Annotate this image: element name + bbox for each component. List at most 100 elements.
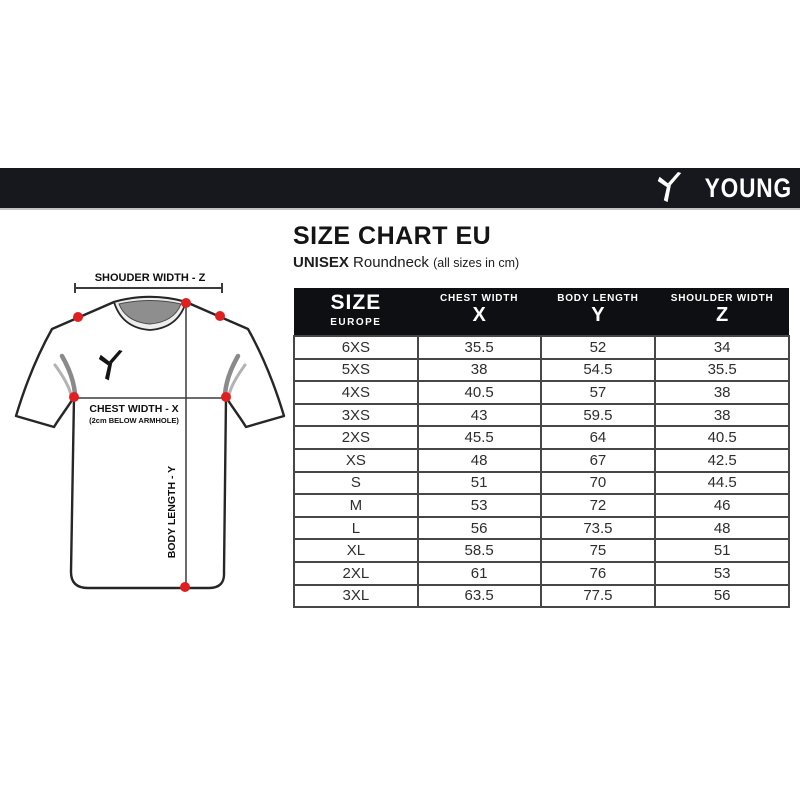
size-table: SIZE EUROPE CHEST WIDTH X BODY LENGTH Y … <box>293 288 790 609</box>
table-row: 5XS 38 54.5 35.5 <box>293 357 790 383</box>
subtitle-note: (all sizes in cm) <box>433 255 520 270</box>
table-row: 6XS 35.5 52 34 <box>293 335 790 360</box>
cell-chest: 56 <box>416 515 542 541</box>
body-length-label: BODY LENGTH - Y <box>166 466 178 558</box>
chest-width-label: CHEST WIDTH - X <box>89 403 178 415</box>
table-row: 3XS 43 59.5 38 <box>293 402 790 428</box>
header-body-length: BODY LENGTH Y <box>540 288 656 337</box>
header-chest-label: CHEST WIDTH <box>440 292 519 304</box>
header-body-label: BODY LENGTH <box>557 292 639 304</box>
cell-shoulder: 35.5 <box>654 357 790 383</box>
table-row: XL 58.5 75 51 <box>293 538 790 563</box>
cell-body: 52 <box>539 335 657 360</box>
cell-body: 67 <box>539 448 657 473</box>
shoulder-measure-line <box>74 283 223 293</box>
cell-chest: 48 <box>416 448 542 473</box>
right-armpit-shading <box>222 353 241 397</box>
dot-collar-right <box>181 298 191 308</box>
cell-size: 2XS <box>293 425 419 450</box>
cell-body: 76 <box>539 561 657 586</box>
dot-left-shoulder <box>73 312 83 322</box>
header-size-label: SIZE <box>330 291 382 314</box>
cell-body: 64 <box>539 425 657 450</box>
cell-chest: 51 <box>416 470 542 496</box>
cell-size: 5XS <box>293 357 419 383</box>
cell-size: 4XS <box>293 380 419 405</box>
subtitle-style: Roundneck <box>353 253 429 271</box>
header-shoulder-label: SHOULDER WIDTH <box>670 292 774 304</box>
dot-right-armpit <box>221 392 231 402</box>
cell-shoulder: 34 <box>654 335 790 360</box>
cell-chest: 53 <box>416 493 542 518</box>
cell-chest: 40.5 <box>416 380 542 405</box>
cell-body: 73.5 <box>539 515 657 541</box>
cell-chest: 43 <box>416 402 542 428</box>
cell-body: 54.5 <box>539 357 657 383</box>
size-table-header: SIZE EUROPE CHEST WIDTH X BODY LENGTH Y … <box>294 288 789 337</box>
header-shoulder-letter: Z <box>716 304 729 327</box>
dot-right-shoulder <box>215 311 225 321</box>
right-armpit-shading-light <box>227 363 247 397</box>
cell-body: 72 <box>539 493 657 518</box>
cell-shoulder: 53 <box>654 561 790 586</box>
tshirt-outline <box>14 295 286 590</box>
table-row: 2XL 61 76 53 <box>293 561 790 586</box>
cell-size: 6XS <box>293 335 419 360</box>
brand-lockup: YOUNG <box>654 172 792 204</box>
left-armpit-shading <box>59 353 78 397</box>
cell-shoulder: 51 <box>654 538 790 563</box>
cell-size: 3XS <box>293 402 419 428</box>
header-chest-letter: X <box>472 304 486 327</box>
title-block: SIZE CHART EU UNISEX Roundneck (all size… <box>293 222 519 271</box>
shoulder-width-label: SHOUDER WIDTH - Z <box>95 272 206 284</box>
size-table-body: 6XS 35.5 52 34 5XS 38 54.5 35.5 4XS 40.5 57 38 3XS 43… <box>293 335 790 609</box>
cell-body: 77.5 <box>539 583 657 609</box>
table-row: L 56 73.5 48 <box>293 515 790 541</box>
young-logo-icon <box>657 172 682 203</box>
cell-size: S <box>293 470 419 496</box>
cell-size: XS <box>293 448 419 473</box>
cell-shoulder: 46 <box>654 493 790 518</box>
cell-shoulder: 42.5 <box>654 448 790 473</box>
table-row: 4XS 40.5 57 38 <box>293 380 790 405</box>
table-row: XS 48 67 42.5 <box>293 448 790 473</box>
cell-size: L <box>293 515 419 541</box>
cell-shoulder: 40.5 <box>654 425 790 450</box>
tshirt-chest-logo-icon <box>98 350 123 381</box>
table-row: 3XL 63.5 77.5 56 <box>293 583 790 609</box>
cell-body: 75 <box>539 538 657 563</box>
table-row: 2XS 45.5 64 40.5 <box>293 425 790 450</box>
header-chest-width: CHEST WIDTH X <box>417 288 541 337</box>
dot-bottom-hem <box>180 582 190 592</box>
brand-bar: YOUNG <box>0 168 800 208</box>
cell-shoulder: 38 <box>654 402 790 428</box>
brand-name: YOUNG <box>704 172 792 203</box>
cell-shoulder: 56 <box>654 583 790 609</box>
tshirt-measurement-diagram: SHOUDER WIDTH - Z CHEST WIDTH - X (2cm B… <box>14 272 286 592</box>
cell-chest: 38 <box>416 357 542 383</box>
left-armpit-shading-light <box>53 363 73 397</box>
cell-chest: 61 <box>416 561 542 586</box>
page-subtitle: UNISEX Roundneck (all sizes in cm) <box>293 254 519 271</box>
cell-shoulder: 48 <box>654 515 790 541</box>
header-body-letter: Y <box>591 304 605 327</box>
cell-size: 3XL <box>293 583 419 609</box>
chest-width-note: (2cm BELOW ARMHOLE) <box>89 416 179 425</box>
cell-size: XL <box>293 538 419 563</box>
page-title: SIZE CHART EU <box>293 222 492 250</box>
cell-body: 57 <box>539 380 657 405</box>
cell-size: M <box>293 493 419 518</box>
cell-shoulder: 38 <box>654 380 790 405</box>
measurement-dots <box>69 298 231 592</box>
cell-shoulder: 44.5 <box>654 470 790 496</box>
header-europe-label: EUROPE <box>330 317 382 329</box>
cell-body: 70 <box>539 470 657 496</box>
cell-chest: 35.5 <box>416 335 542 360</box>
table-row: S 51 70 44.5 <box>293 470 790 496</box>
cell-chest: 58.5 <box>416 538 542 563</box>
cell-chest: 63.5 <box>416 583 542 609</box>
cell-size: 2XL <box>293 561 419 586</box>
header-shoulder-width: SHOULDER WIDTH Z <box>655 288 789 337</box>
cell-body: 59.5 <box>539 402 657 428</box>
